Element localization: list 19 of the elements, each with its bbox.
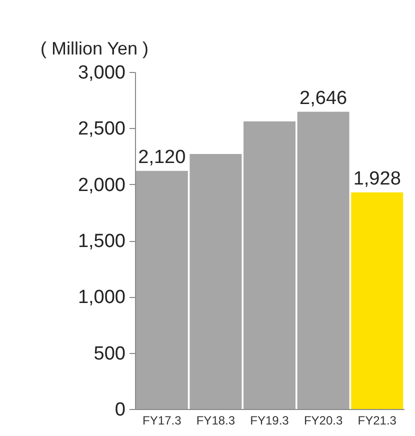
data-label: 1,928 xyxy=(353,168,401,190)
x-tick-label: FY20.3 xyxy=(304,414,343,428)
bar xyxy=(244,121,296,409)
y-tick-label: 2,500 xyxy=(78,118,126,140)
y-tick-label: 3,000 xyxy=(78,62,126,84)
data-label: 2,646 xyxy=(300,88,348,109)
data-label: 2,120 xyxy=(138,146,186,168)
y-tick-label: 0 xyxy=(114,400,126,420)
y-tick-label: 500 xyxy=(94,343,126,364)
y-axis-title: ( Million Yen ) xyxy=(40,38,149,58)
bar xyxy=(351,192,404,409)
x-tick-label: FY21.3 xyxy=(358,414,397,428)
bar xyxy=(297,112,350,409)
y-tick-label: 1,000 xyxy=(78,287,126,308)
x-tick-label: FY19.3 xyxy=(250,414,290,428)
x-tick-label: FY18.3 xyxy=(196,414,236,428)
y-tick-label: 2,000 xyxy=(78,174,126,196)
x-tick-label: FY17.3 xyxy=(142,414,182,428)
y-tick-label: 1,500 xyxy=(78,231,126,252)
